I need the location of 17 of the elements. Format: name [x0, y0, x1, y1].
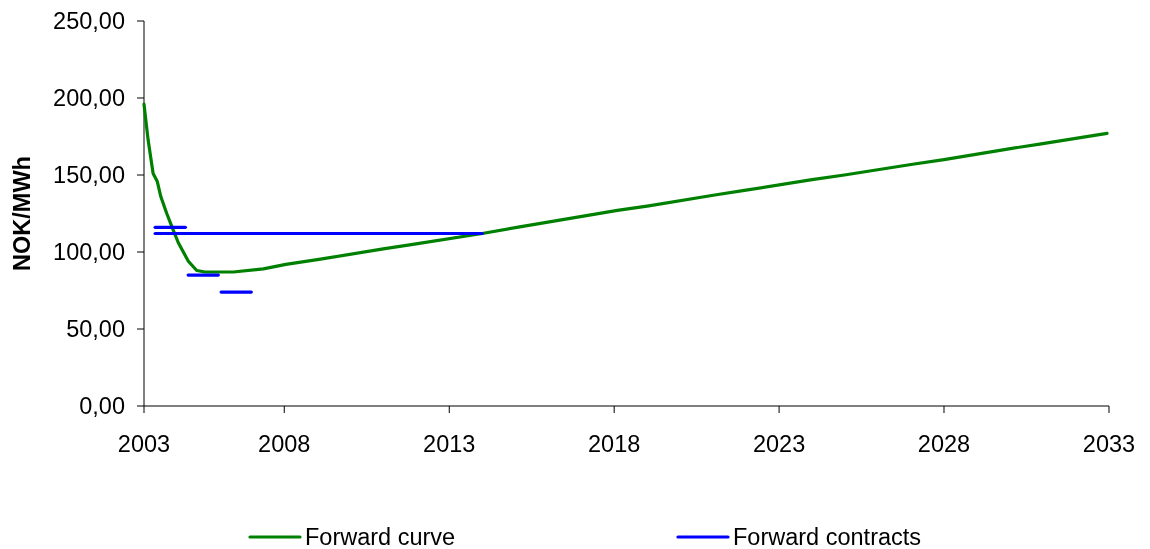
x-tick-label: 2018	[588, 431, 641, 457]
x-tick-label: 2003	[117, 431, 171, 457]
x-tick-label: 2008	[258, 431, 311, 457]
y-tick-label: 50,00	[66, 316, 125, 343]
legend-label: Forward curve	[305, 524, 456, 549]
legend-label: Forward contracts	[733, 524, 922, 549]
y-tick-label: 250,00	[53, 8, 125, 35]
y-tick-label: 200,00	[53, 85, 125, 112]
y-tick-label: 100,00	[53, 239, 125, 266]
x-tick-label: 2013	[423, 431, 476, 457]
x-tick-label: 2028	[917, 431, 971, 457]
y-tick-label: 0,00	[79, 393, 125, 420]
x-tick-label: 2033	[1082, 431, 1136, 457]
y-axis-title: NOK/MWh	[9, 156, 35, 271]
line-series	[142, 102, 1109, 274]
y-tick-label: 150,00	[53, 162, 125, 189]
x-tick-label: 2023	[752, 431, 806, 457]
